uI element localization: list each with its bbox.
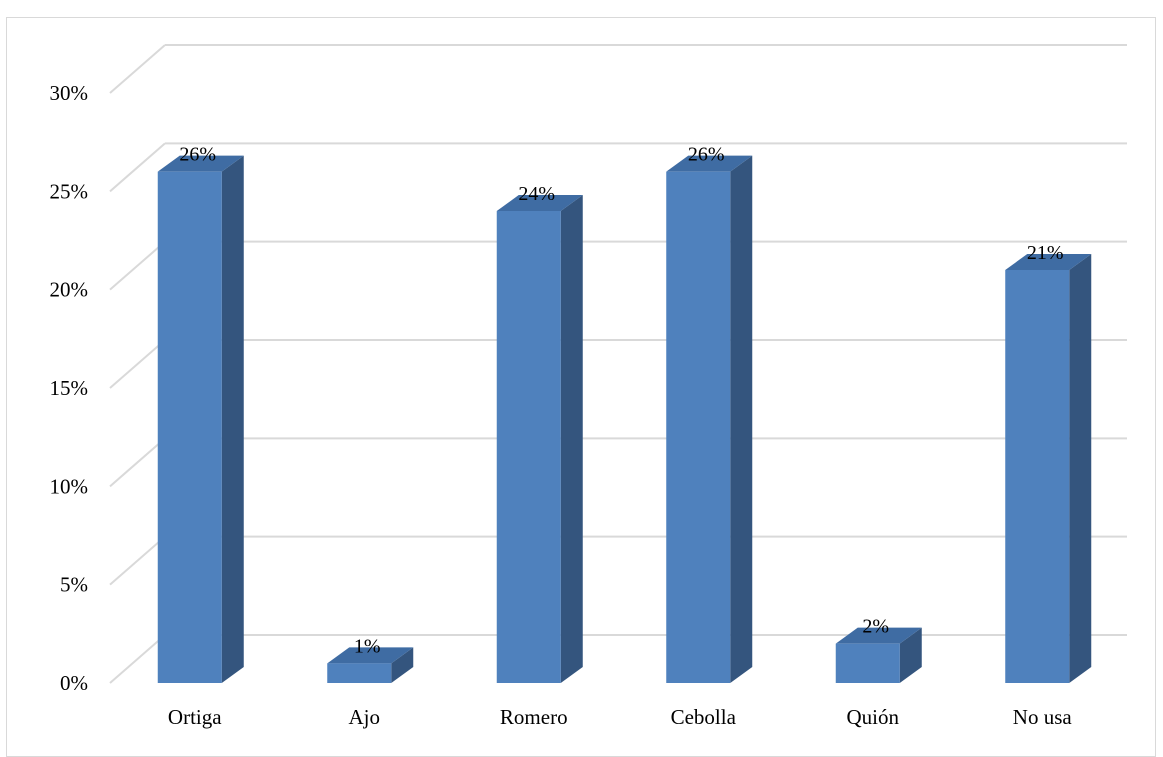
x-tick-label: Ajo [349,705,381,729]
data-label: 24% [518,183,555,205]
bar-side [560,195,583,683]
x-tick-label: No usa [1013,705,1073,729]
bar [496,211,561,683]
bar-top [1005,254,1092,270]
gridline-depth [109,437,166,488]
data-label: 2% [862,616,889,638]
gridline-depth [109,240,166,291]
gridline-depth [109,634,166,684]
y-tick-label: 10% [50,474,89,498]
bar-side [730,155,753,683]
data-label: 21% [1027,242,1064,264]
x-tick-label: Cebolla [671,705,737,729]
data-label: 26% [688,144,725,166]
bar [327,663,392,683]
bar-side [221,155,244,683]
y-tick-label: 5% [60,573,88,597]
gridline-depth [109,535,166,586]
gridline-depth [109,44,166,94]
bar-top [666,155,753,172]
bar-side [1069,254,1092,683]
y-tick-label: 30% [50,81,89,105]
bar-top [835,627,922,644]
bar-top [327,647,414,664]
bar [666,171,731,683]
gridline-depth [109,142,166,193]
bar [157,171,222,683]
data-label: 26% [179,144,216,166]
x-tick-label: Quión [847,705,900,729]
bar [835,643,900,683]
data-label: 1% [354,635,381,657]
x-tick-label: Ortiga [168,705,222,729]
y-tick-label: 15% [50,376,89,400]
y-tick-label: 20% [50,278,89,302]
y-tick-label: 0% [60,671,88,695]
gridline-depth [109,339,166,389]
bar-side [391,647,414,683]
bar-top [157,155,244,172]
bar [1005,270,1070,683]
x-tick-label: Romero [500,705,568,729]
y-tick-label: 25% [50,179,89,203]
bar-side [899,627,922,683]
bar-top [496,195,583,211]
